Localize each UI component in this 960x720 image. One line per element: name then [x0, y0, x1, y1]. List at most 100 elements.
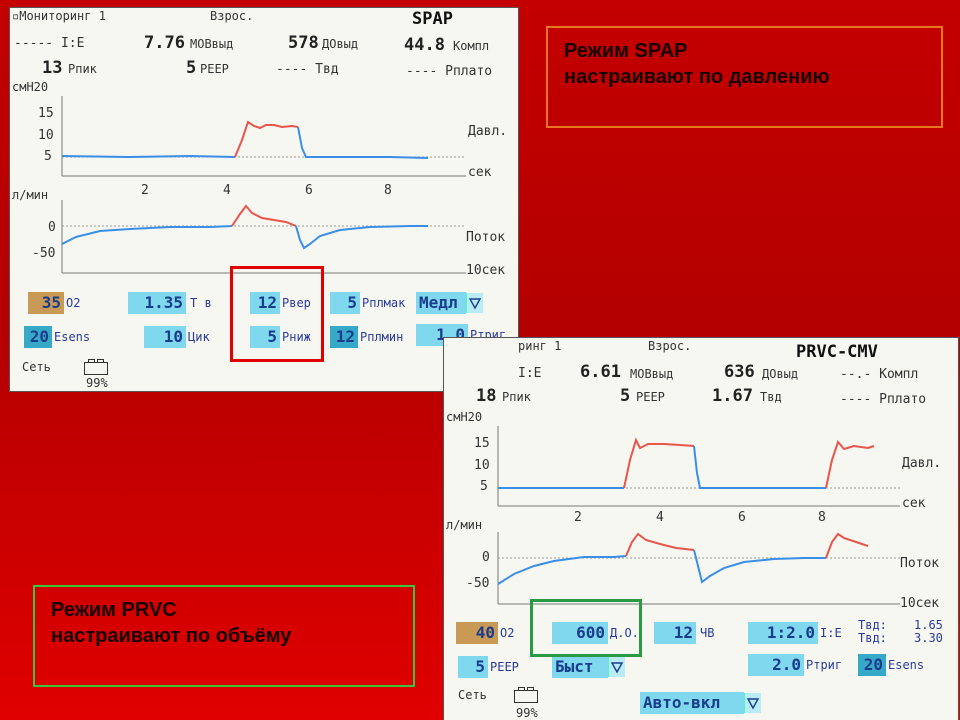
- tidal-volume-setting-value[interactable]: 600: [552, 622, 608, 644]
- p-trigger-setting-value[interactable]: 2.0: [748, 654, 804, 676]
- insp-time-derived-label: Твд:: [858, 618, 887, 632]
- tidal-volume-label: ДОвыд: [322, 37, 359, 51]
- slope-selector[interactable]: Медл: [416, 292, 466, 314]
- minute-volume-value: 7.76: [144, 33, 185, 53]
- ie-readout: I:E: [518, 366, 542, 381]
- flow-unit: л/мин: [446, 518, 483, 532]
- prvc-annotation-box: Режим PRVC настраивают по объёму: [33, 585, 415, 687]
- minute-volume-value: 6.61: [580, 362, 621, 382]
- spap-annotation-box: Режим SPAP настраивают по давлению: [546, 26, 943, 128]
- pressure-label: Давл.: [468, 124, 508, 139]
- resp-rate-setting-value[interactable]: 12: [654, 622, 696, 644]
- time-tick-4: 4: [223, 183, 231, 198]
- dropdown-arrow-icon[interactable]: [466, 293, 483, 313]
- insp-time-label: Твд: [760, 390, 782, 404]
- esens-setting-label: Esens: [54, 330, 91, 344]
- peep-label: PEEP: [200, 62, 229, 76]
- spap-annotation-line2: настраивают по давлению: [564, 66, 830, 88]
- p-low-setting-value[interactable]: 5: [250, 326, 280, 348]
- cycle-setting-value[interactable]: 10: [144, 326, 186, 348]
- esens-setting-value[interactable]: 20: [24, 326, 52, 348]
- minute-volume-label: МОВвыд: [190, 37, 234, 51]
- tidal-volume-value: 636: [724, 362, 755, 382]
- peep-value: 5: [620, 386, 631, 406]
- compliance-value: 44.8: [404, 35, 445, 55]
- pressure-flow-waveforms: [497, 426, 900, 605]
- plateau-pressure-readout: ---- Рплато: [840, 392, 927, 407]
- pressure-unit: смН20: [12, 80, 49, 94]
- ie-ratio-setting-value[interactable]: 1:2.0: [748, 622, 818, 644]
- minute-volume-label: МОВвыд: [630, 367, 674, 381]
- p-min-setting-label: Рплмин: [360, 330, 404, 344]
- peep-label: PEEP: [636, 390, 665, 404]
- tidal-volume-value: 578: [288, 33, 319, 53]
- spap-annotation-line1: Режим SPAP: [564, 40, 688, 62]
- ie-readout: ----- I:E: [14, 36, 85, 51]
- insp-time-setting-value[interactable]: 1.35: [128, 292, 186, 314]
- cycle-setting-label: Цик: [188, 330, 210, 344]
- pressure-tick-15: 15: [474, 436, 490, 451]
- o2-setting-value[interactable]: 35: [28, 292, 64, 314]
- plateau-pressure-readout: ---- Рплато: [406, 64, 493, 79]
- peak-pressure-value: 18: [476, 386, 497, 406]
- time-tick-8: 8: [818, 510, 826, 525]
- time-tick-6: 6: [305, 183, 313, 198]
- p-max-setting-value[interactable]: 5: [330, 292, 360, 314]
- p-high-setting-label: Рвер: [282, 296, 311, 310]
- time-tick-4: 4: [656, 510, 664, 525]
- esens-setting-value[interactable]: 20: [858, 654, 886, 676]
- peep-setting-label: PEEP: [490, 660, 519, 674]
- time-tick-2: 2: [574, 510, 582, 525]
- time-tick-6: 6: [738, 510, 746, 525]
- flow-label: Поток: [900, 556, 940, 571]
- flow-tick-minus50: -50: [32, 246, 56, 261]
- resp-rate-setting-label: ЧВ: [700, 626, 715, 640]
- flow-time-label: 10сек: [900, 596, 940, 611]
- power-source-label: Сеть: [22, 360, 51, 374]
- patient-category: Взрос.: [210, 9, 254, 23]
- time-tick-8: 8: [384, 183, 392, 198]
- power-source-label: Сеть: [458, 688, 487, 702]
- pressure-tick-10: 10: [38, 128, 54, 143]
- insp-time-readout: ---- Твд: [276, 62, 339, 77]
- auto-mode-selector[interactable]: Авто-вкл: [640, 692, 744, 714]
- mode-label: SPAP: [412, 9, 453, 29]
- flow-time-label: 10сек: [466, 263, 506, 278]
- flow-tick-minus50: -50: [466, 576, 490, 591]
- insp-time-derived-value: 1.65: [914, 618, 943, 632]
- o2-setting-label: O2: [500, 626, 515, 640]
- p-min-setting-value[interactable]: 12: [330, 326, 358, 348]
- peep-setting-value[interactable]: 5: [458, 656, 488, 678]
- pressure-tick-15: 15: [38, 106, 54, 121]
- peak-pressure-label: Рпик: [68, 62, 97, 76]
- battery-icon: [84, 359, 108, 375]
- pressure-label: Давл.: [902, 456, 942, 471]
- prvc-annotation-line2: настраивают по объёму: [51, 625, 292, 647]
- peep-value: 5: [186, 58, 197, 78]
- slope-selector[interactable]: Быст: [552, 656, 608, 678]
- compliance-readout: --.- Компл: [840, 367, 919, 382]
- monitoring-title: ▫Мониторинг 1: [12, 9, 106, 23]
- battery-icon: [514, 687, 538, 703]
- flow-tick-0: 0: [482, 550, 490, 565]
- pressure-time-label: сек: [902, 496, 926, 511]
- pressure-tick-5: 5: [44, 149, 52, 164]
- pressure-tick-5: 5: [480, 479, 488, 494]
- time-tick-2: 2: [141, 183, 149, 198]
- tidal-volume-setting-label: Д.О.: [610, 626, 639, 640]
- exp-time-derived-label: Твд:: [858, 631, 887, 645]
- p-trigger-setting-label: Ртриг: [806, 658, 843, 672]
- p-low-setting-label: Рниж: [282, 330, 311, 344]
- dropdown-arrow-icon[interactable]: [744, 693, 761, 713]
- monitoring-title: ринг 1: [518, 339, 562, 353]
- prvc-annotation-line1: Режим PRVC: [51, 599, 177, 621]
- o2-setting-value[interactable]: 40: [456, 622, 498, 644]
- p-high-setting-value[interactable]: 12: [250, 292, 280, 314]
- exp-time-derived-value: 3.30: [914, 631, 943, 645]
- pressure-settings-highlight: [230, 266, 324, 362]
- dropdown-arrow-icon[interactable]: [608, 657, 625, 677]
- tidal-volume-label: ДОвыд: [762, 367, 799, 381]
- pressure-tick-10: 10: [474, 458, 490, 473]
- pressure-time-label: сек: [468, 165, 492, 180]
- compliance-label: Компл: [453, 39, 490, 53]
